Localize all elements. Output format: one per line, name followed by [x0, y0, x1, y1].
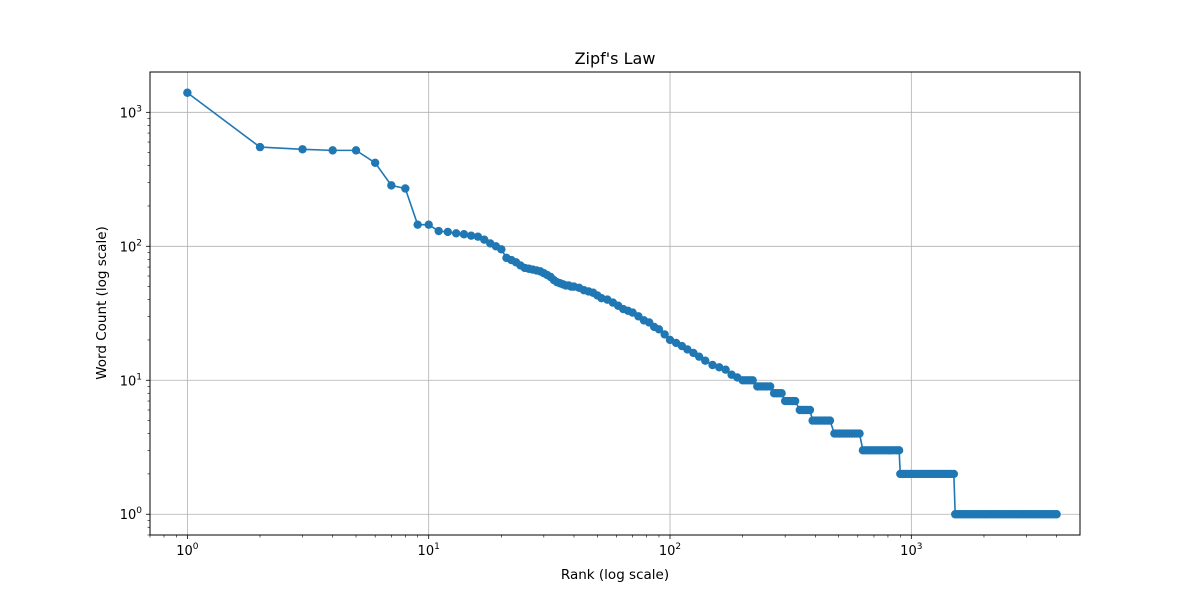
data-point [715, 363, 724, 372]
y-tick-exponent: 3 [136, 104, 142, 114]
data-point [708, 360, 717, 370]
data-point [459, 230, 469, 239]
data-point [298, 145, 307, 154]
x-tick-exponent: 0 [193, 542, 199, 552]
data-point [745, 376, 755, 385]
y-tick-base: 10 [120, 240, 137, 255]
x-tick-base: 10 [659, 544, 676, 559]
data-point [774, 389, 784, 398]
data-point [424, 220, 433, 229]
x-tick-label: 103 [900, 542, 922, 559]
data-point [654, 325, 664, 334]
x-axis-title: Rank (log scale) [561, 567, 669, 583]
y-tick-label: 101 [120, 372, 142, 389]
data-point [701, 356, 710, 365]
x-tick-label: 100 [176, 542, 199, 559]
data-point [803, 405, 812, 415]
x-axis: 100 101 102 103 [149, 535, 1057, 559]
y-axis-title: Word Count (log scale) [94, 226, 110, 380]
series-layer [183, 88, 1061, 519]
data-point [434, 226, 443, 236]
chart-title: Zipf's Law [575, 49, 656, 68]
data-point [852, 429, 862, 438]
data-point [763, 382, 772, 391]
x-tick-exponent: 1 [434, 542, 440, 552]
data-point [387, 181, 396, 190]
data-point [480, 235, 489, 244]
data-point [721, 365, 730, 374]
x-tick-base: 10 [900, 544, 917, 559]
x-tick-exponent: 3 [917, 542, 923, 552]
data-point [497, 245, 506, 254]
x-tick-label: 101 [418, 542, 440, 559]
data-point [823, 416, 832, 425]
data-point [892, 446, 901, 455]
x-tick-base: 10 [418, 544, 435, 559]
y-tick-base: 10 [120, 374, 137, 389]
data-point [451, 229, 461, 238]
data-point [328, 146, 337, 155]
y-tick-exponent: 2 [136, 238, 142, 248]
y-tick-label: 103 [120, 104, 142, 121]
y-tick-base: 10 [120, 106, 137, 121]
data-point [466, 231, 476, 240]
data-point [1049, 510, 1059, 519]
x-tick-label: 102 [659, 542, 681, 559]
y-tick-label: 100 [120, 506, 143, 523]
data-point [660, 330, 669, 339]
y-tick-exponent: 1 [136, 372, 142, 382]
data-point [413, 220, 422, 229]
data-point [694, 352, 704, 361]
y-tick-base: 10 [120, 508, 137, 523]
data-point [401, 184, 410, 193]
data-point [370, 158, 380, 167]
y-tick-exponent: 0 [136, 506, 142, 516]
data-point [255, 142, 265, 152]
data-point [473, 232, 483, 241]
x-tick-exponent: 2 [675, 542, 681, 552]
data-point [947, 469, 956, 479]
x-tick-base: 10 [176, 544, 193, 559]
data-point [183, 88, 192, 97]
grid-lines [150, 72, 1080, 535]
plot-frame [149, 71, 1081, 536]
data-point [351, 146, 361, 155]
y-tick-label: 102 [120, 238, 142, 255]
data-point [443, 227, 452, 237]
data-point [788, 396, 797, 406]
